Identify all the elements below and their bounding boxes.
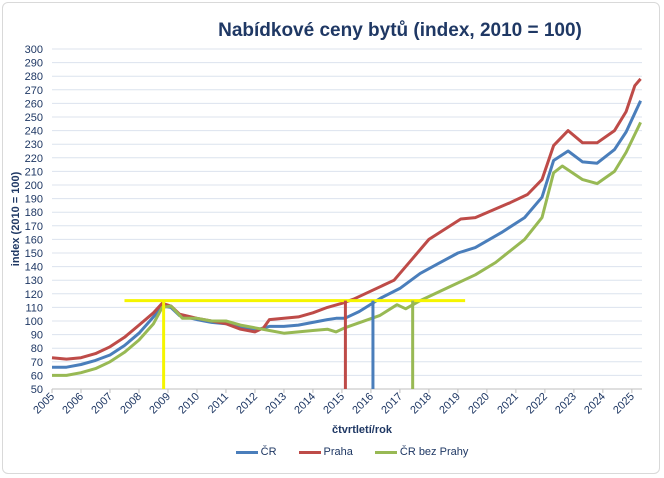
- x-tick-label: 2025: [611, 391, 637, 417]
- y-tick-label: 110: [25, 302, 43, 314]
- y-tick-label: 210: [25, 166, 43, 178]
- x-tick-label: 2016: [350, 391, 376, 417]
- x-tick-label: 2012: [234, 391, 260, 417]
- y-tick-label: 60: [31, 370, 43, 382]
- x-tick-label: 2007: [89, 391, 115, 417]
- y-tick-label: 200: [25, 180, 43, 192]
- x-tick-label: 2019: [437, 391, 463, 417]
- x-tick-label: 2023: [553, 391, 579, 417]
- y-axis-title: index (2010 = 100): [10, 171, 22, 266]
- series-line-0: [52, 100, 642, 369]
- x-tick-label: 2006: [60, 391, 86, 417]
- y-tick-label: 190: [25, 194, 43, 206]
- y-tick-label: 260: [25, 98, 43, 110]
- x-tick-label: 2022: [524, 391, 550, 417]
- x-tick-label: 2024: [582, 391, 608, 417]
- y-tick-label: 250: [25, 112, 43, 124]
- y-tick-label: 160: [25, 234, 43, 246]
- legend-label: Praha: [323, 446, 353, 458]
- legend-label: ČR bez Prahy: [399, 446, 469, 458]
- y-tick-label: 270: [25, 85, 43, 97]
- y-tick-label: 150: [25, 248, 43, 260]
- y-tick-label: 240: [25, 126, 43, 138]
- y-tick-label: 300: [25, 44, 43, 56]
- y-tick-label: 180: [25, 207, 43, 219]
- y-tick-label: 230: [25, 139, 43, 151]
- y-tick-label: 170: [25, 221, 43, 233]
- x-tick-label: 2014: [292, 391, 318, 417]
- x-tick-label: 2021: [495, 391, 521, 417]
- x-tick-label: 2011: [206, 391, 231, 416]
- x-tick-label: 2020: [466, 391, 492, 417]
- legend-swatch: [374, 450, 397, 454]
- legend: ČR Praha ČR bez Prahy: [0, 446, 664, 458]
- x-tick-label: 2018: [408, 391, 434, 417]
- legend-item-praha: Praha: [298, 446, 353, 458]
- x-tick-label: 2017: [379, 391, 405, 417]
- y-tick-label: 100: [25, 316, 43, 328]
- y-tick-label: 80: [31, 343, 43, 355]
- x-tick-label: 2010: [176, 391, 202, 417]
- x-tick-label: 2013: [263, 391, 289, 417]
- chart-title: Nabídkové ceny bytů (index, 2010 = 100): [218, 20, 582, 41]
- y-tick-label: 130: [25, 275, 43, 287]
- x-axis-title: čtvrtletí/rok: [332, 424, 392, 436]
- chart-frame: [2, 2, 660, 474]
- y-tick-label: 50: [31, 384, 43, 396]
- legend-label: ČR: [260, 446, 277, 458]
- legend-swatch: [298, 450, 321, 454]
- y-tick-label: 120: [25, 289, 43, 301]
- x-tick-label: 2015: [321, 391, 347, 417]
- legend-item-cr: ČR: [235, 446, 277, 458]
- y-tick-label: 290: [25, 58, 43, 70]
- legend-item-cr-bez-prahy: ČR bez Prahy: [374, 446, 469, 458]
- y-tick-label: 280: [25, 71, 43, 83]
- y-tick-label: 220: [25, 153, 43, 165]
- series-line-2: [52, 121, 642, 377]
- y-tick-label: 140: [25, 262, 43, 274]
- y-tick-label: 70: [31, 357, 43, 369]
- x-tick-label: 2008: [118, 391, 144, 417]
- x-tick-label: 2009: [147, 391, 173, 417]
- legend-swatch: [235, 450, 258, 454]
- y-tick-label: 90: [31, 330, 43, 342]
- series-line-1: [51, 77, 642, 361]
